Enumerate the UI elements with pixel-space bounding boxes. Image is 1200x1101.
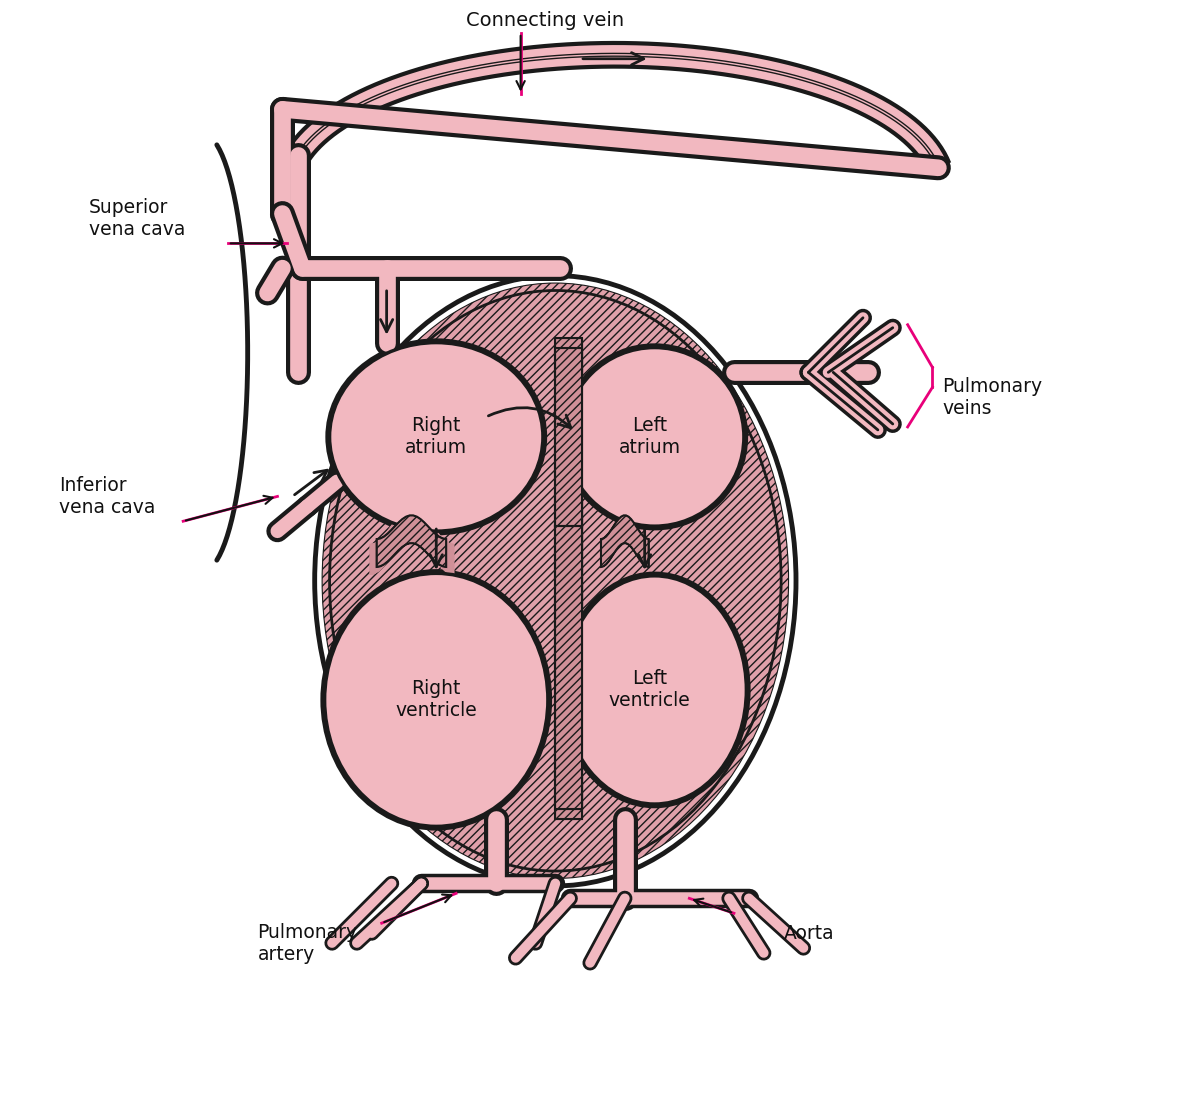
- Ellipse shape: [560, 574, 749, 807]
- Text: Aorta: Aorta: [784, 924, 834, 942]
- Polygon shape: [556, 526, 582, 809]
- Ellipse shape: [322, 283, 788, 879]
- Polygon shape: [556, 338, 582, 526]
- Polygon shape: [601, 515, 649, 567]
- Polygon shape: [601, 515, 649, 567]
- Ellipse shape: [328, 340, 546, 534]
- Text: Right
atrium: Right atrium: [406, 416, 467, 457]
- Polygon shape: [556, 526, 582, 819]
- Text: Left
ventricle: Left ventricle: [608, 669, 690, 710]
- Text: Pulmonary
artery: Pulmonary artery: [258, 923, 358, 963]
- Polygon shape: [556, 348, 582, 526]
- Text: Connecting vein: Connecting vein: [467, 11, 624, 30]
- Text: Pulmonary
veins: Pulmonary veins: [942, 377, 1043, 417]
- Ellipse shape: [330, 342, 542, 531]
- Text: Superior
vena cava: Superior vena cava: [89, 198, 185, 239]
- Text: Left
atrium: Left atrium: [618, 416, 680, 457]
- Ellipse shape: [565, 348, 744, 526]
- Polygon shape: [377, 515, 446, 567]
- Polygon shape: [377, 515, 446, 567]
- Ellipse shape: [325, 574, 548, 827]
- Text: Right
ventricle: Right ventricle: [395, 679, 478, 720]
- Ellipse shape: [563, 576, 746, 804]
- Text: Inferior
vena cava: Inferior vena cava: [59, 476, 156, 516]
- Ellipse shape: [322, 570, 551, 829]
- Ellipse shape: [563, 345, 746, 528]
